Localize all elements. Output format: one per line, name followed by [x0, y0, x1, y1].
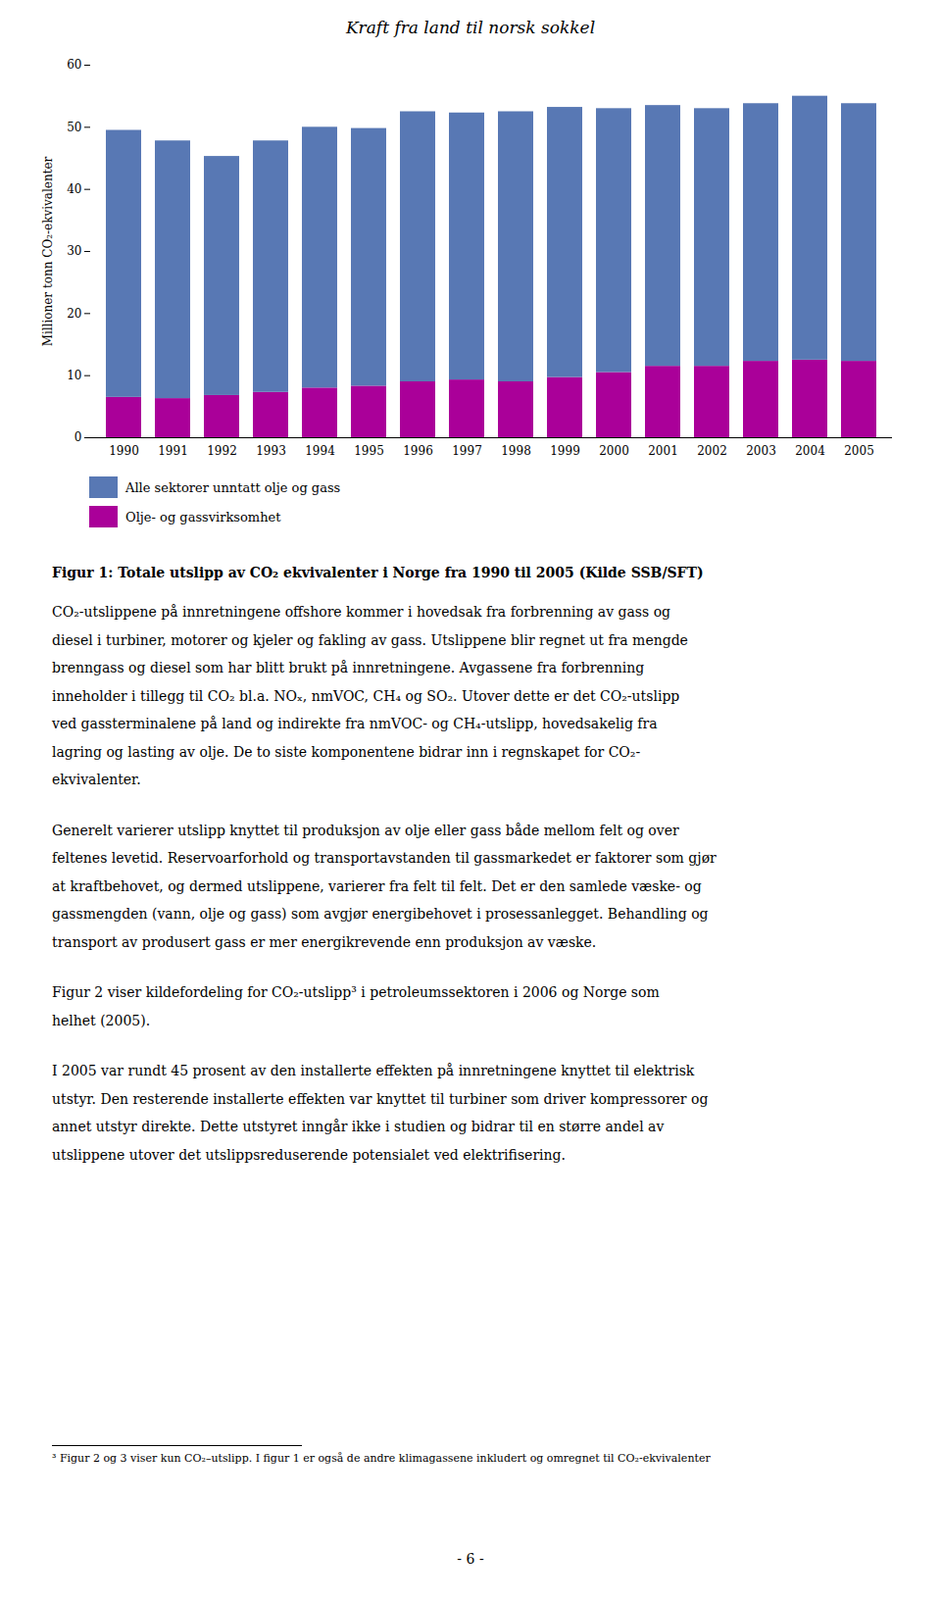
svg-text:1996: 1996 — [402, 444, 434, 458]
html-text:utstyr. Den resterende install: utstyr. Den resterende installerte effek… — [51, 1090, 709, 1107]
svg-text:0: 0 — [74, 430, 83, 445]
html-text:ekvivalenter.: ekvivalenter. — [51, 771, 141, 788]
svg-text:1994: 1994 — [304, 444, 336, 458]
html-text:inneholder i tillegg til CO₂ b: inneholder i tillegg til CO₂ bl.a. NOₓ, … — [51, 687, 680, 704]
html-text:brenngass og diesel som har bl: brenngass og diesel som har blitt brukt … — [51, 659, 645, 676]
html-text:Olje- og gassvirksomhet: Olje- og gassvirksomhet — [125, 509, 281, 524]
html-text:- 6 -: - 6 - — [457, 1550, 484, 1567]
html-text:I 2005 var rundt 45 prosent av: I 2005 var rundt 45 prosent av den insta… — [51, 1062, 695, 1079]
html-text:feltenes levetid. Reservoarfor: feltenes levetid. Reservoarforhold og tr… — [51, 849, 717, 866]
html-text:Figur 2 viser kildefordeling f: Figur 2 viser kildefordeling for CO₂-uts… — [51, 984, 660, 1000]
svg-text:10: 10 — [66, 368, 82, 383]
html-text:diesel i turbiner, motorer og: diesel i turbiner, motorer og kjeler og … — [51, 631, 689, 648]
svg-text:1997: 1997 — [451, 444, 483, 458]
html-text:at kraftbehovet, og dermed uts: at kraftbehovet, og dermed utslippene, v… — [51, 877, 702, 894]
svg-text:1990: 1990 — [108, 444, 140, 458]
svg-text:2003: 2003 — [745, 444, 777, 458]
html-text:Generelt varierer utslipp knyt: Generelt varierer utslipp knyttet til pr… — [51, 821, 679, 838]
html-text:lagring og lasting av olje. De: lagring og lasting av olje. De to siste … — [51, 743, 641, 760]
html-text:gassmengden (vann, olje og gas: gassmengden (vann, olje og gass) som avg… — [51, 905, 709, 922]
html-text:Figur 1: Totale utslipp av CO₂: Figur 1: Totale utslipp av CO₂ ekvivalen… — [51, 564, 704, 581]
html-text:Kraft fra land til norsk sokke: Kraft fra land til norsk sokkel — [345, 17, 596, 38]
svg-text:2002: 2002 — [696, 444, 728, 458]
svg-text:1993: 1993 — [255, 444, 287, 458]
svg-text:20: 20 — [66, 306, 82, 321]
svg-text:30: 30 — [66, 244, 82, 258]
html-text:CO₂-utslippene på innretningen: CO₂-utslippene på innretningene offshore… — [51, 603, 671, 620]
html-text:ved gassterminalene på land og: ved gassterminalene på land og indirekte… — [51, 715, 658, 732]
svg-text:50: 50 — [66, 120, 82, 135]
html-text:helhet (2005).: helhet (2005). — [51, 1012, 151, 1028]
svg-text:2000: 2000 — [598, 444, 630, 458]
svg-text:40: 40 — [66, 182, 82, 197]
svg-text:1995: 1995 — [353, 444, 385, 458]
html-text:utslippene utover det utslipps: utslippene utover det utslippsreduserend… — [51, 1146, 566, 1163]
svg-text:1991: 1991 — [157, 444, 189, 458]
html-text:³ Figur 2 og 3 viser kun CO₂–u: ³ Figur 2 og 3 viser kun CO₂–utslipp. I … — [51, 1451, 711, 1465]
svg-text:60: 60 — [66, 57, 82, 72]
html-text:Alle sektorer unntatt olje og: Alle sektorer unntatt olje og gass — [125, 479, 341, 495]
svg-text:2004: 2004 — [794, 444, 826, 458]
svg-text:2001: 2001 — [647, 444, 679, 458]
svg-text:1992: 1992 — [206, 444, 238, 458]
svg-text:1998: 1998 — [500, 444, 532, 458]
html-text:transport av produsert gass er: transport av produsert gass er mer energ… — [51, 933, 597, 950]
svg-text:2005: 2005 — [843, 444, 875, 458]
html-text:annet utstyr direkte. Dette ut: annet utstyr direkte. Dette utstyret inn… — [51, 1118, 664, 1135]
svg-text:Millioner tonn CO₂-ekvivalente: Millioner tonn CO₂-ekvivalenter — [41, 155, 55, 347]
svg-text:1999: 1999 — [549, 444, 581, 458]
